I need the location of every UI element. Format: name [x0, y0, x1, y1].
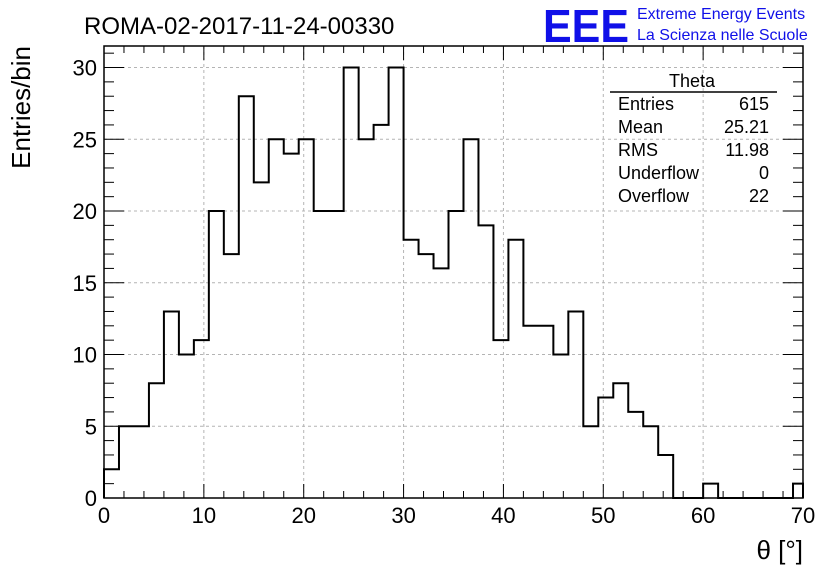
x-tick-label: 20 [291, 503, 315, 528]
y-axis-label: Entries/bin [6, 46, 36, 169]
stats-label-overflow: Overflow [618, 186, 690, 206]
x-tick-label: 40 [491, 503, 515, 528]
stats-value-entries: 615 [739, 94, 769, 114]
x-tick-label: 50 [591, 503, 615, 528]
x-axis-label: θ [°] [756, 535, 803, 565]
eee-logo: EEE Extreme Energy Events La Scienza nel… [543, 0, 808, 52]
x-tick-label: 70 [791, 503, 815, 528]
stats-label-entries: Entries [618, 94, 674, 114]
stats-value-mean: 25.21 [724, 117, 769, 137]
x-tick-label: 10 [192, 503, 216, 528]
histogram-series [103, 66, 804, 499]
stats-title: Theta [669, 71, 716, 91]
y-tick-label: 10 [73, 343, 97, 368]
y-tick-label: 5 [85, 414, 97, 439]
stats-box: Theta Entries 615 Mean 25.21 RMS 11.98 U… [610, 71, 777, 206]
logo-line-2: La Scienza nelle Scuole [637, 27, 808, 44]
logo-line-1: Extreme Energy Events [637, 6, 805, 23]
stats-value-underflow: 0 [759, 163, 769, 183]
stats-label-underflow: Underflow [618, 163, 700, 183]
y-tick-label: 20 [73, 199, 97, 224]
plot-frame [103, 45, 804, 499]
x-tick-label: 0 [98, 503, 110, 528]
y-tick-label: 0 [85, 486, 97, 511]
x-tick-label: 60 [691, 503, 715, 528]
stats-value-overflow: 22 [749, 186, 769, 206]
y-tick-labels: 0 5 10 15 20 25 30 [73, 56, 97, 511]
y-tick-label: 25 [73, 127, 97, 152]
stats-label-rms: RMS [618, 140, 658, 160]
x-tick-labels: 0 10 20 30 40 50 60 70 [98, 503, 815, 528]
logo-mark: EEE [543, 0, 629, 52]
y-tick-label: 30 [73, 56, 97, 81]
run-title: ROMA-02-2017-11-24-00330 [84, 13, 394, 40]
x-tick-label: 30 [391, 503, 415, 528]
y-tick-label: 15 [73, 271, 97, 296]
stats-value-rms: 11.98 [725, 140, 769, 160]
stats-label-mean: Mean [618, 117, 663, 137]
